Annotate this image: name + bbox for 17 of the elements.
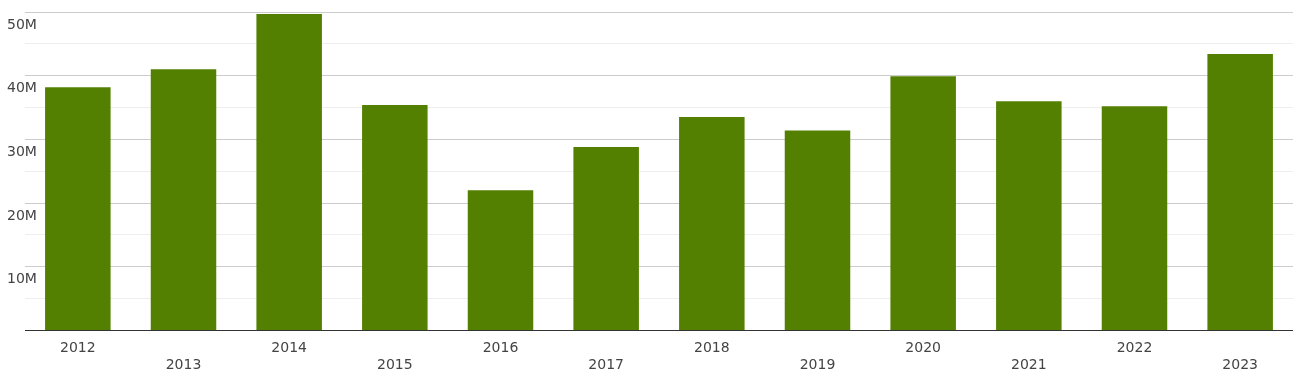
x-tick-label: 2016	[482, 339, 519, 356]
x-tick-label: 2019	[799, 356, 836, 373]
y-tick-label: 20M	[7, 206, 37, 223]
x-tick-label: 2022	[1116, 339, 1153, 356]
x-tick-label: 2021	[1011, 356, 1047, 373]
x-tick-label: 2013	[165, 356, 202, 373]
x-tick-label: 2018	[694, 339, 730, 356]
y-tick-label: 10M	[7, 270, 37, 287]
x-tick-label: 2023	[1222, 356, 1258, 373]
x-tick-label: 2020	[905, 339, 941, 356]
x-tick-label: 2012	[60, 339, 96, 356]
y-tick-label: 40M	[7, 79, 37, 96]
y-tick-label: 50M	[7, 15, 37, 32]
x-tick-label: 2015	[377, 356, 413, 373]
x-tick-label: 2014	[271, 339, 308, 356]
y-tick-label: 30M	[7, 143, 37, 159]
x-tick-label: 2017	[588, 356, 624, 373]
